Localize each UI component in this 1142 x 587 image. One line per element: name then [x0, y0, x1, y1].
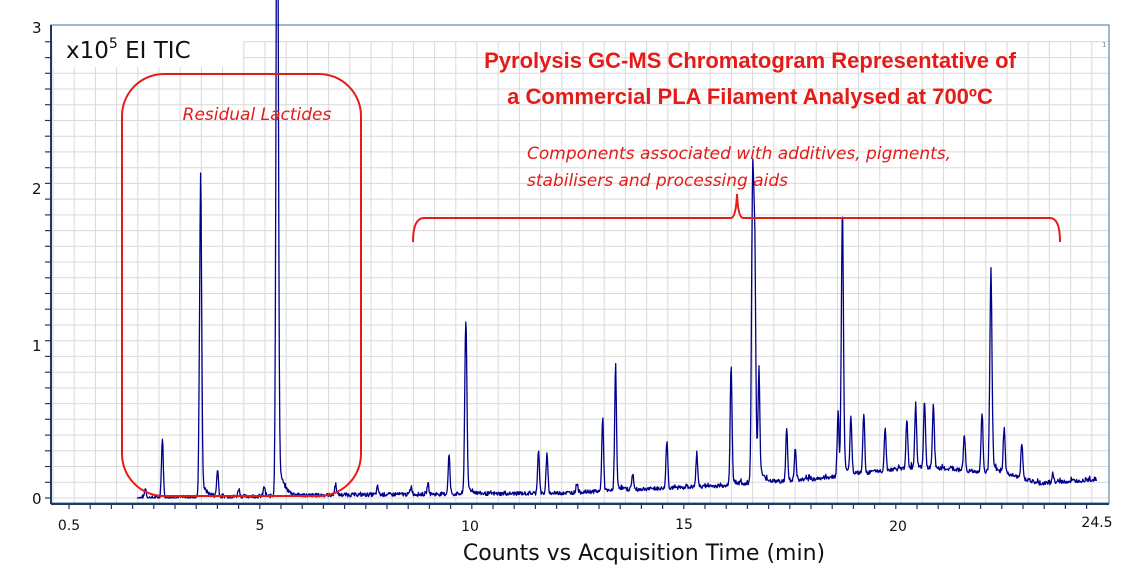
x-axis-ticks — [68, 504, 1088, 509]
x-axis-title: Counts vs Acquisition Time (min) — [463, 541, 825, 566]
corner-mark: 1 — [1102, 41, 1106, 49]
components-label-line-2: stabilisers and processing aids — [527, 171, 788, 191]
y-tick-label: 1 — [32, 337, 42, 355]
y-tick-label: 3 — [32, 19, 42, 37]
scale-label-background — [53, 27, 243, 67]
components-brace — [412, 193, 1061, 243]
y-tick-label: 0 — [32, 490, 42, 508]
x-tick-label: 10 — [461, 519, 479, 535]
x-tick-label: 5 — [256, 518, 265, 534]
chart-title-line-1: Pyrolysis GC-MS Chromatogram Representat… — [484, 48, 1016, 73]
x-tick-label: 20 — [889, 519, 907, 535]
x-tick-labels: 0.5 5 10 15 20 24.5 — [58, 515, 1113, 535]
x-tick-label: 15 — [675, 517, 693, 533]
x-tick-label: 24.5 — [1081, 515, 1112, 531]
y-tick-label: 2 — [32, 180, 42, 198]
residual-lactides-box — [121, 73, 362, 497]
components-label-line-1: Components associated with additives, pi… — [527, 144, 951, 164]
residual-lactides-label: Residual Lactides — [183, 105, 332, 125]
scale-label: x105 EI TIC — [66, 36, 191, 64]
chart-title-line-2: a Commercial PLA Filament Analysed at 70… — [507, 84, 993, 109]
y-tick-labels: 0 1 2 3 — [32, 19, 42, 508]
y-axis-ticks — [45, 41, 51, 499]
x-tick-label: 0.5 — [58, 518, 80, 534]
